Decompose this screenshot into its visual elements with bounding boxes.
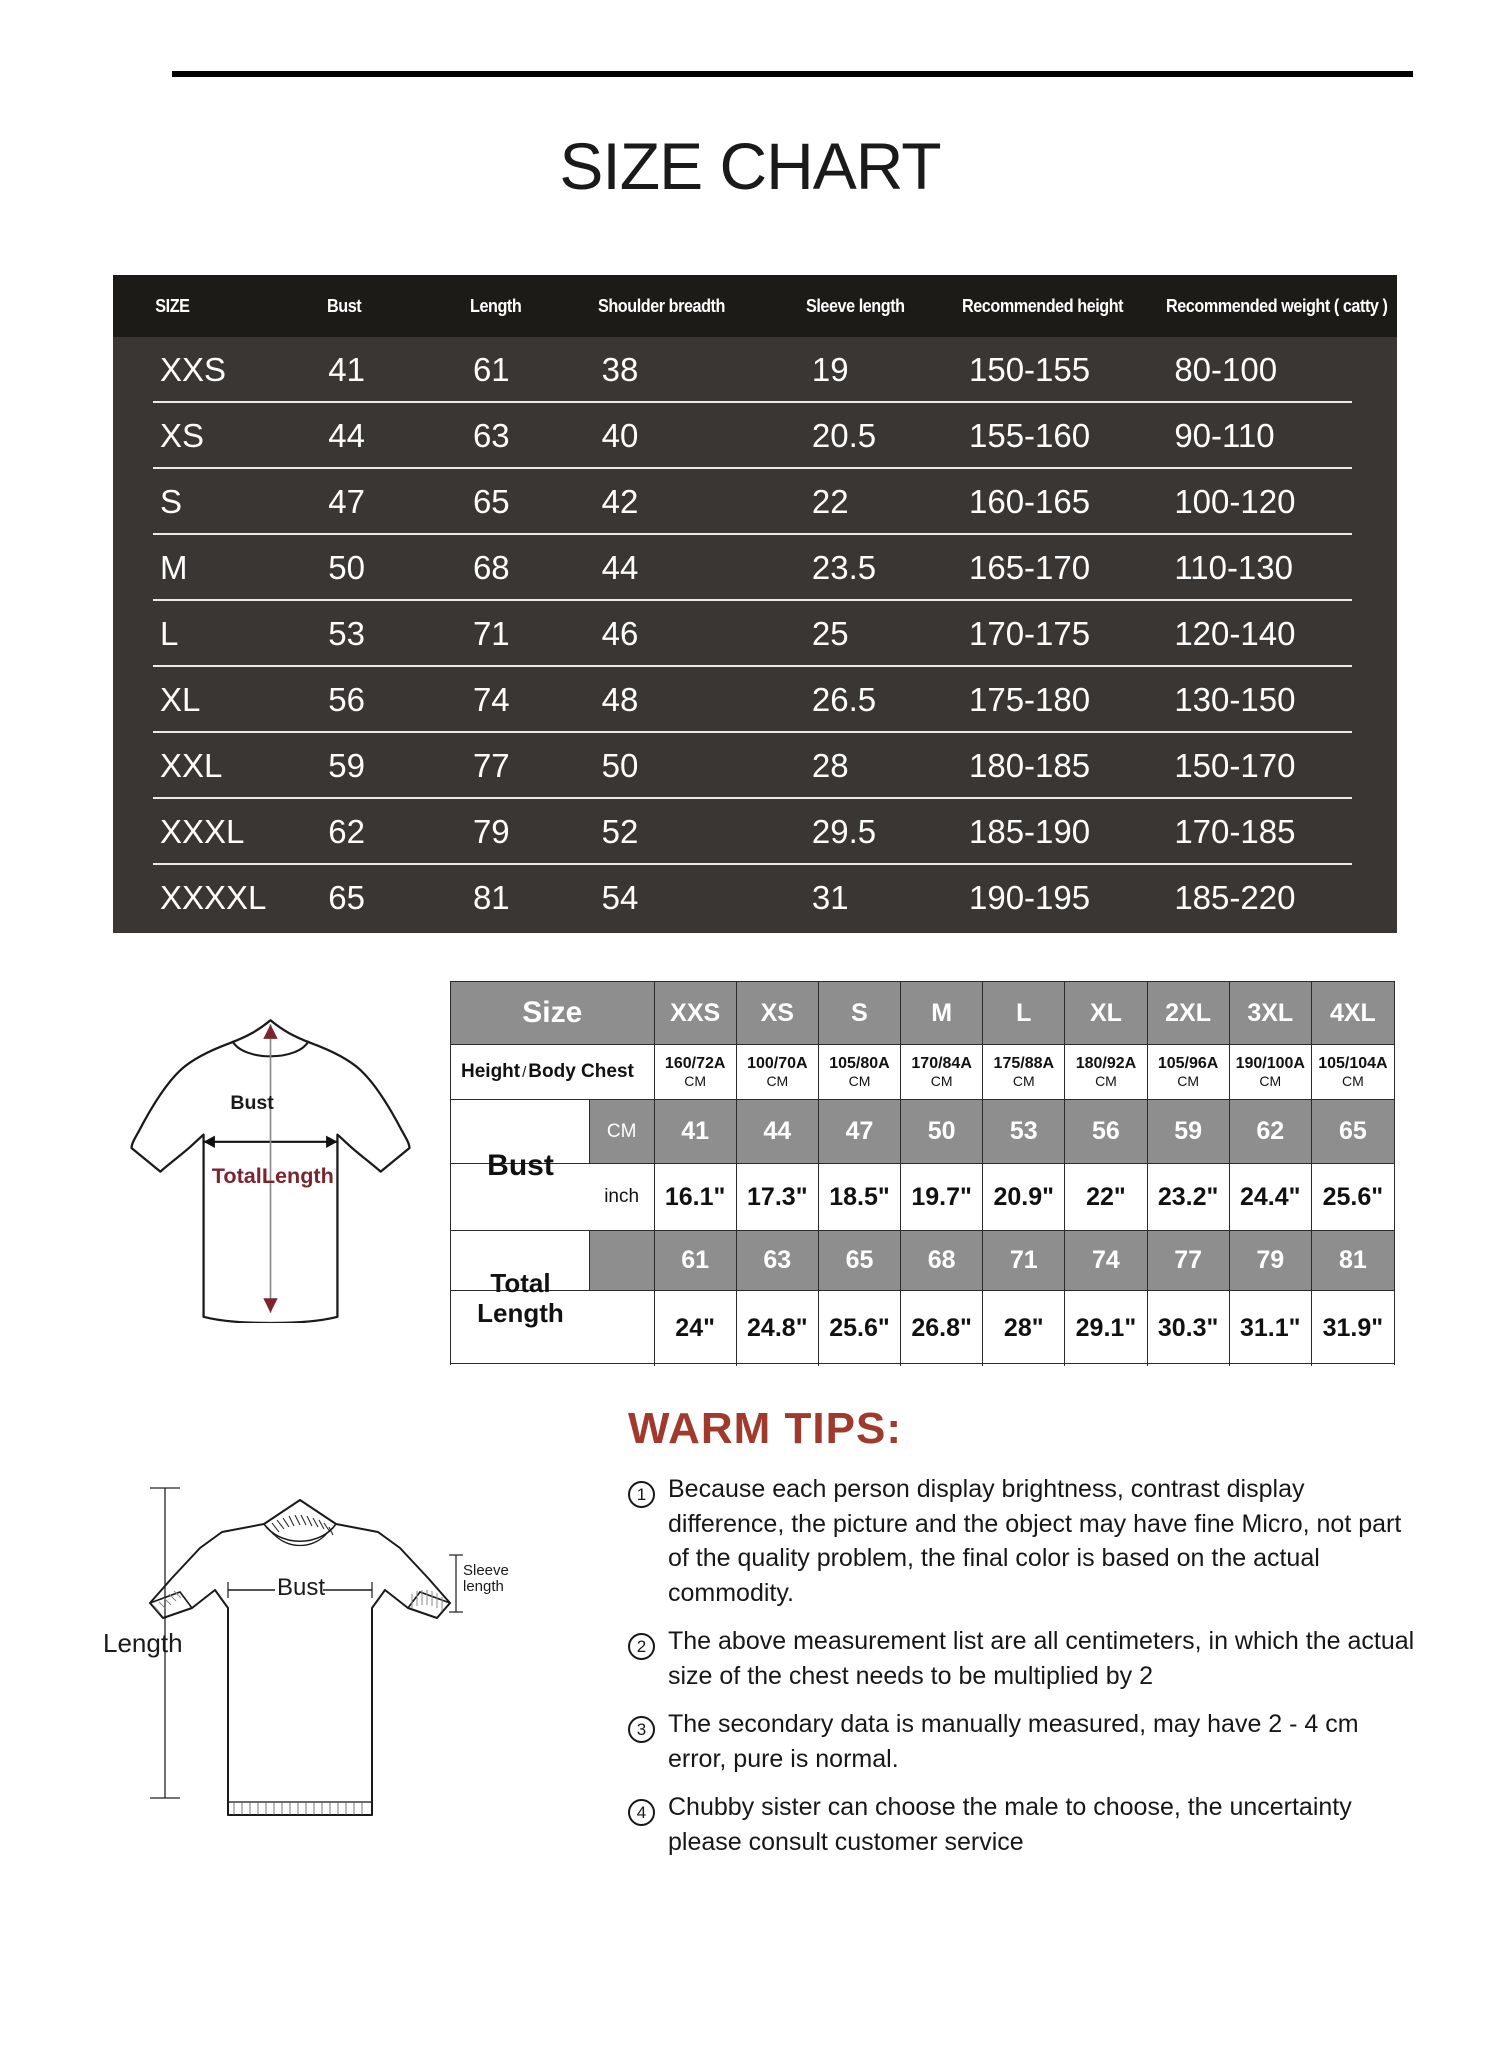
svg-text:TotalLength: TotalLength	[212, 1163, 334, 1188]
svg-text:length: length	[463, 1578, 504, 1595]
svg-text:Length: Length	[103, 1628, 183, 1658]
svg-text:Bust: Bust	[230, 1092, 274, 1114]
svg-text:Sleeve: Sleeve	[463, 1562, 509, 1579]
svg-text:Bust: Bust	[277, 1574, 325, 1601]
